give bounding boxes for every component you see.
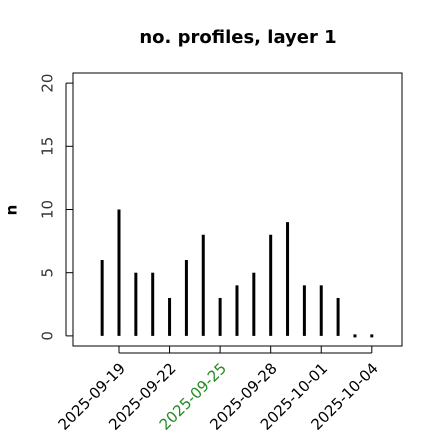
y-tick-label: 20 [39,74,57,93]
y-tick-label: 5 [39,268,57,278]
y-tick-label: 10 [39,200,57,219]
y-tick-label: 0 [39,331,57,341]
bar [370,334,374,338]
y-axis-label: n [3,205,21,216]
chart-title: no. profiles, layer 1 [139,27,336,48]
y-tick-label: 15 [39,137,57,156]
bar [353,334,357,338]
